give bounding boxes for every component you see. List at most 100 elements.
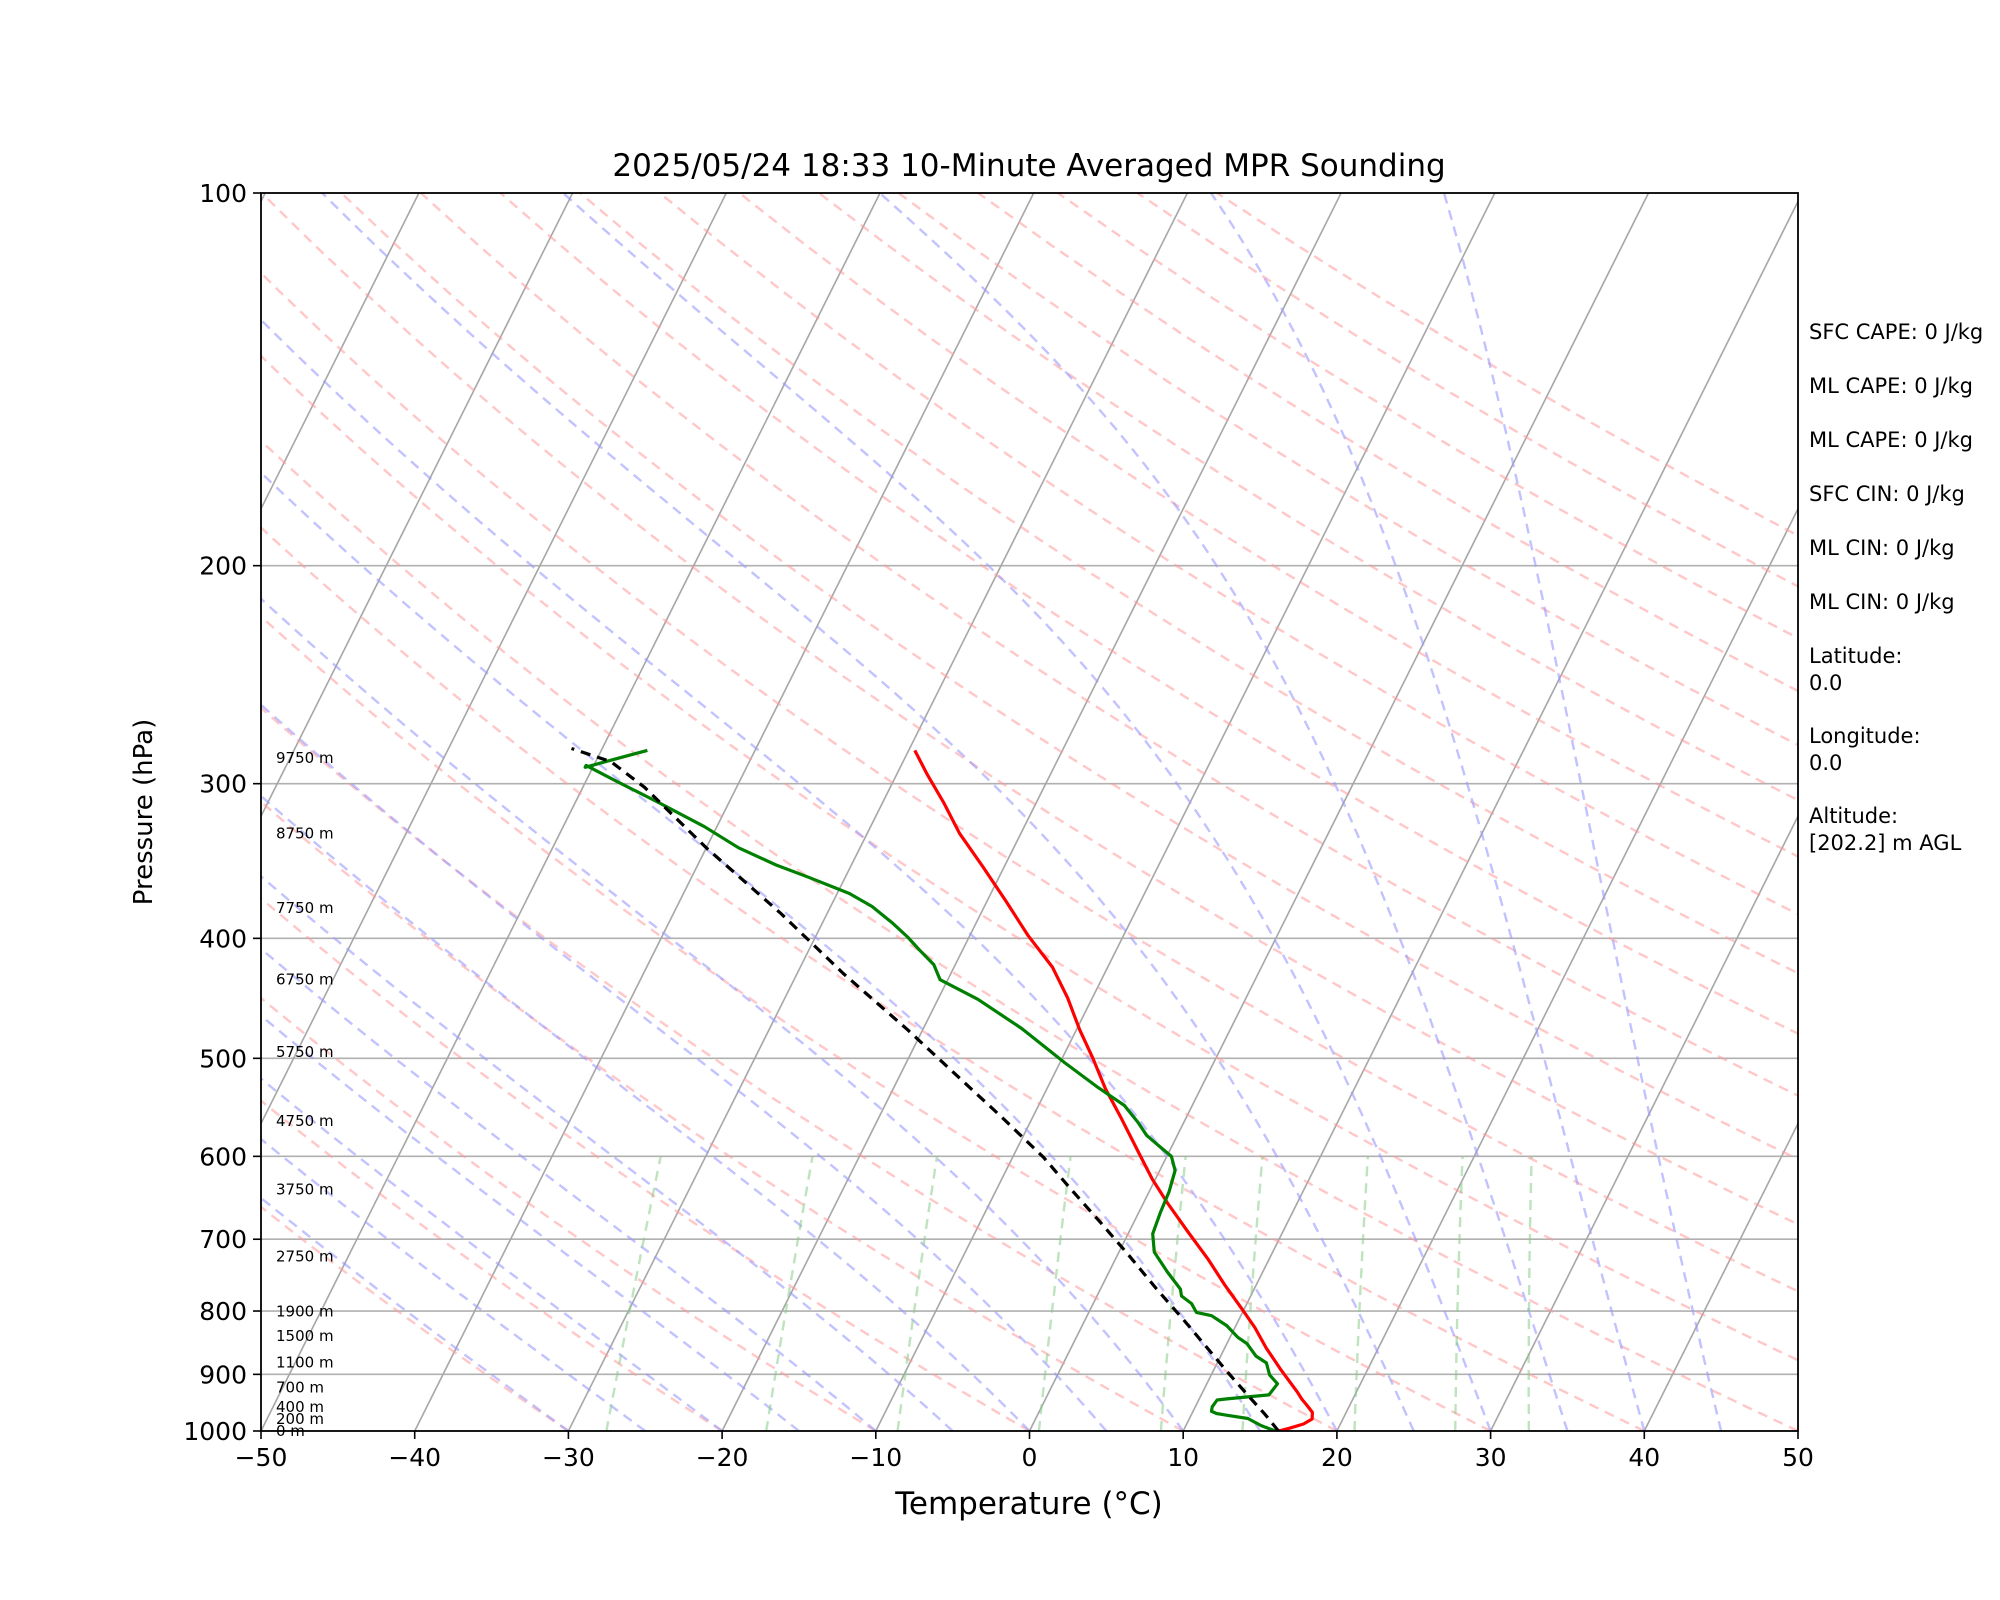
- temperature-profile-line: [913, 749, 1314, 1431]
- mixing-ratio-line: [1037, 1156, 1072, 1431]
- y-tick-label: 400: [199, 924, 247, 953]
- info-text: Longitude:: [1809, 724, 1921, 748]
- height-label: 8750 m: [276, 824, 334, 842]
- chart-title: 2025/05/24 18:33 10-Minute Averaged MPR …: [612, 148, 1445, 184]
- mixing-ratio-line: [1241, 1156, 1264, 1431]
- isotherm-line: [1489, 814, 1798, 1431]
- isotherm-line: [1182, 199, 1798, 1431]
- dry-adiabat-line: [261, 1099, 723, 1431]
- y-tick-label: 600: [199, 1142, 247, 1171]
- dry-adiabat-line: [261, 439, 1798, 1431]
- isotherm-line: [261, 193, 728, 1126]
- isotherm-line: [261, 193, 574, 818]
- isotherm-line: [413, 193, 1035, 1431]
- mixing-ratio-line: [605, 1156, 662, 1431]
- x-tick-label: 0: [1022, 1443, 1038, 1472]
- mixing-ratio-line: [1353, 1156, 1370, 1431]
- height-label: 1100 m: [276, 1353, 334, 1371]
- dry-adiabat-line: [261, 706, 1338, 1431]
- dry-adiabat-line: [261, 271, 1798, 1293]
- dry-adiabat-line: [738, 193, 1798, 858]
- info-value: 0.0: [1809, 751, 1842, 775]
- x-tick-label: −40: [388, 1443, 441, 1472]
- isotherm-line: [1643, 1121, 1798, 1431]
- plot-frame: [260, 192, 1799, 1432]
- moist-adiabat-line: [1442, 193, 1723, 1431]
- info-text: SFC CAPE: 0 J/kg: [1809, 320, 1983, 344]
- dry-adiabat-line: [340, 193, 1798, 1161]
- moist-adiabat-line: [878, 193, 1569, 1431]
- x-tick-label: −30: [542, 1443, 595, 1472]
- isotherm-line: [875, 193, 1496, 1431]
- height-label: 700 m: [276, 1378, 324, 1396]
- dry-adiabat-line: [261, 800, 1184, 1431]
- height-label: 3750 m: [276, 1180, 334, 1198]
- info-value: 0.0: [1809, 671, 1842, 695]
- mixing-ratio-line: [765, 1156, 814, 1431]
- moist-adiabat-line: [261, 794, 1031, 1431]
- parcel-profile-line: [570, 746, 1280, 1431]
- height-label: 2750 m: [276, 1248, 334, 1266]
- x-tick-label: −10: [849, 1443, 902, 1472]
- info-text: ML CIN: 0 J/kg: [1809, 590, 1955, 614]
- moist-adiabat-line: [321, 193, 1415, 1431]
- y-tick-label: 900: [199, 1360, 247, 1389]
- mixing-ratio-line: [896, 1156, 939, 1431]
- y-tick-label: 200: [199, 552, 247, 581]
- y-tick-label: 300: [199, 770, 247, 799]
- x-tick-label: −20: [696, 1443, 749, 1472]
- isotherm-line: [261, 193, 420, 511]
- info-panel: SFC CAPE: 0 J/kg ML CAPE: 0 J/kg ML CAPE: …: [1809, 320, 1983, 855]
- info-text: ML CIN: 0 J/kg: [1809, 536, 1955, 560]
- height-label: 4750 m: [276, 1112, 334, 1130]
- y-tick-label: 100: [199, 179, 247, 208]
- height-label: 7750 m: [276, 899, 334, 917]
- moist-adiabat-line: [261, 947, 877, 1431]
- height-label: 200 m: [276, 1410, 324, 1428]
- x-tick-label: 10: [1167, 1443, 1199, 1472]
- isotherm-line: [1028, 193, 1650, 1431]
- height-label: 0 m: [276, 1422, 305, 1440]
- height-label: 1500 m: [276, 1327, 334, 1345]
- x-axis-label: Temperature (°C): [894, 1486, 1163, 1522]
- dry-adiabat-line: [658, 193, 1798, 916]
- moist-adiabat-line: [261, 318, 1338, 1431]
- moist-adiabat-line: [261, 597, 1185, 1431]
- info-text: Altitude:: [1809, 804, 1898, 828]
- x-tick-label: 30: [1475, 1443, 1507, 1472]
- info-text: ML CAPE: 0 J/kg: [1809, 374, 1973, 398]
- height-label: 1900 m: [276, 1303, 334, 1321]
- dry-adiabat-line: [579, 193, 1798, 975]
- background-lines: [0, 193, 1798, 1431]
- y-tick-label: 1000: [183, 1417, 247, 1446]
- axes: −50 −40 −30 −20 −10 0 10 20 30 40 50 100 200 300 400 50…: [183, 179, 1814, 1472]
- info-value: [202.2] m AGL: [1809, 831, 1962, 855]
- info-text: Latitude:: [1809, 644, 1903, 668]
- height-label: 9750 m: [276, 749, 334, 767]
- y-tick-label: 800: [199, 1297, 247, 1326]
- y-tick-label: 700: [199, 1225, 247, 1254]
- moist-adiabat-line: [1210, 193, 1646, 1431]
- info-text: SFC CIN: 0 J/kg: [1809, 482, 1965, 506]
- y-tick-label: 500: [199, 1044, 247, 1073]
- moist-adiabat-line: [261, 1014, 800, 1431]
- moist-adiabat-line: [261, 874, 954, 1431]
- moist-adiabat-line: [261, 471, 1262, 1431]
- isotherm-line: [0, 193, 112, 1431]
- dewpoint-profile-line: [583, 748, 1280, 1431]
- dry-adiabat-line: [261, 354, 1798, 1362]
- dry-adiabat-line: [261, 614, 1492, 1431]
- isotherm-line: [1336, 507, 1798, 1431]
- x-tick-label: 40: [1628, 1443, 1660, 1472]
- x-tick-label: 20: [1321, 1443, 1353, 1472]
- sounding-profiles: [570, 746, 1314, 1431]
- height-label: 400 m: [276, 1398, 324, 1416]
- height-label: 5750 m: [276, 1043, 334, 1061]
- isotherm-line: [721, 193, 1342, 1431]
- mixing-ratio-line: [1527, 1156, 1533, 1431]
- x-tick-label: 50: [1782, 1443, 1814, 1472]
- mixing-ratio-line: [1159, 1156, 1187, 1431]
- isotherm-line: [567, 193, 1189, 1431]
- height-label: 6750 m: [276, 971, 334, 989]
